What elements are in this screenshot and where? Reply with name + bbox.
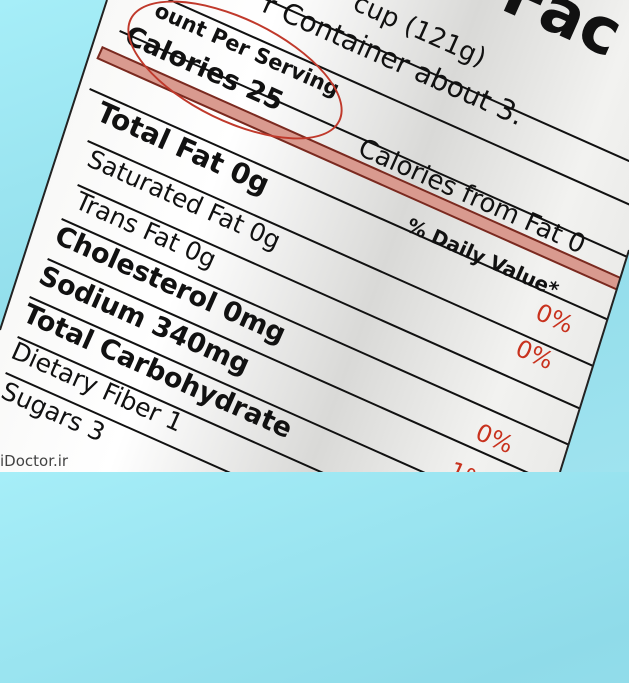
dv-sugars: 1% <box>444 456 491 498</box>
label-title: Fac <box>491 0 629 73</box>
dv-sodium: 0% <box>511 334 558 376</box>
watermark: iDoctor.ir <box>0 452 69 470</box>
dv-cholesterol: 0% <box>531 298 578 340</box>
nutrition-label: Fac cup (121g) r Container about 3. ount… <box>0 0 629 472</box>
